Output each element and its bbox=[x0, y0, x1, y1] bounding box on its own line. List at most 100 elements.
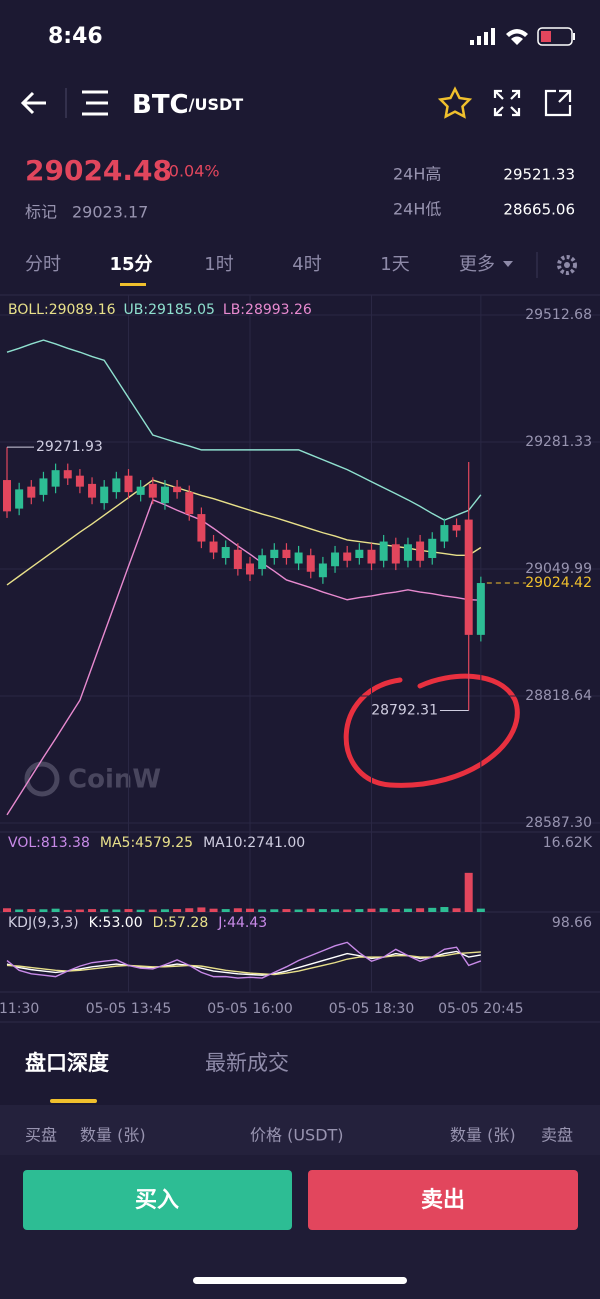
volume-bar bbox=[160, 909, 169, 912]
volume-bar bbox=[258, 909, 267, 912]
candle-body bbox=[173, 486, 182, 493]
legend-item: D: bbox=[153, 915, 169, 931]
share-button[interactable] bbox=[544, 89, 572, 117]
indicator-legend: KDJ(9,3,3) K:53.00 D:57.28 J:44.43 bbox=[8, 915, 267, 931]
candle-body bbox=[51, 470, 60, 487]
volume-bar bbox=[197, 907, 206, 912]
candle-body bbox=[112, 478, 121, 493]
candle-body bbox=[185, 492, 194, 515]
y-tick-label: 29281.33 bbox=[525, 434, 592, 450]
volume-bar bbox=[221, 909, 230, 912]
buy-label[interactable]: 买入 bbox=[135, 1188, 179, 1213]
quote: /USDT bbox=[189, 95, 244, 114]
candle-body bbox=[367, 549, 376, 564]
candle-body bbox=[221, 547, 230, 559]
watermark-text: CoinW bbox=[68, 765, 161, 795]
candle-body bbox=[136, 486, 145, 495]
legend-item: 29089.16 bbox=[49, 302, 116, 318]
candle-body bbox=[258, 555, 267, 569]
candle-body bbox=[331, 552, 340, 567]
sell-button[interactable] bbox=[308, 1170, 578, 1230]
base: BTC bbox=[132, 90, 189, 120]
volume-bar bbox=[63, 909, 72, 912]
volume-bar bbox=[246, 908, 254, 912]
interval-tab[interactable]: 1时 bbox=[204, 254, 233, 275]
candle-body bbox=[233, 549, 242, 569]
volume-bar bbox=[124, 909, 133, 912]
interval-tab[interactable]: 分时 bbox=[25, 254, 61, 275]
volume-bar bbox=[367, 908, 376, 912]
candle-body bbox=[27, 486, 36, 498]
interval-tab[interactable]: 15分 bbox=[109, 254, 152, 275]
candle-body bbox=[403, 544, 412, 561]
candle-body bbox=[391, 544, 400, 564]
candle-body bbox=[428, 538, 437, 559]
candle-body bbox=[39, 478, 48, 495]
volume-bar bbox=[306, 908, 315, 912]
depth-tab[interactable]: 最新成交 bbox=[205, 1051, 289, 1075]
back-button[interactable] bbox=[20, 91, 46, 115]
more-caret bbox=[503, 261, 513, 267]
legend-item: 813.38 bbox=[41, 835, 90, 851]
candle-body bbox=[3, 480, 11, 512]
volume-bar bbox=[318, 909, 327, 912]
candle-body bbox=[416, 541, 425, 561]
mark-price: 29023.17 bbox=[72, 203, 148, 222]
legend-item: 57.28 bbox=[168, 915, 208, 931]
low-label: 24H低 bbox=[393, 200, 441, 219]
x-tick-label: 05-05 16:00 bbox=[207, 1001, 292, 1017]
boll-middle bbox=[6, 479, 482, 586]
interval-tab[interactable]: 4时 bbox=[292, 254, 321, 275]
current-price-label: 29024.42 bbox=[525, 575, 592, 591]
interval-tab[interactable]: 1天 bbox=[380, 254, 409, 275]
candle-body bbox=[343, 552, 352, 561]
settings-button[interactable] bbox=[557, 255, 577, 275]
volume-bar bbox=[464, 872, 473, 912]
depth-column: 价格 (USDT) bbox=[250, 1126, 344, 1145]
x-tick-label: 11:30 bbox=[0, 1001, 39, 1017]
tab-underline bbox=[120, 283, 146, 286]
candle-body bbox=[124, 475, 133, 493]
price-change: -0.04% bbox=[163, 162, 220, 181]
volume-bar bbox=[391, 909, 400, 912]
home-indicator bbox=[193, 1277, 407, 1284]
legend-item: J: bbox=[217, 915, 227, 931]
volume-tick-label: 16.62K bbox=[543, 835, 593, 851]
depth-tab[interactable]: 盘口深度 bbox=[25, 1051, 109, 1075]
volume-bar bbox=[294, 909, 303, 912]
candle-body bbox=[355, 549, 364, 559]
kdj-k bbox=[6, 950, 481, 976]
candle-body bbox=[318, 563, 327, 578]
status-time: 8:46 bbox=[48, 24, 103, 49]
fullscreen-button[interactable] bbox=[493, 89, 521, 117]
status-icons bbox=[470, 27, 575, 46]
volume-bar bbox=[51, 908, 60, 912]
sell-label[interactable]: 卖出 bbox=[421, 1187, 465, 1213]
y-tick-label: 28818.64 bbox=[525, 688, 592, 704]
buy-button[interactable] bbox=[23, 1170, 292, 1230]
menu-button[interactable] bbox=[82, 90, 108, 116]
candle-body bbox=[100, 486, 109, 504]
x-tick-label: 05-05 20:45 bbox=[438, 1001, 523, 1017]
legend-item: 29185.05 bbox=[148, 302, 215, 318]
y-tick-label: 28587.30 bbox=[525, 815, 592, 831]
candle-body bbox=[88, 483, 97, 498]
volume-bar bbox=[403, 908, 412, 912]
volume-bar bbox=[185, 908, 194, 912]
volume-bar bbox=[3, 908, 11, 912]
volume-bar bbox=[27, 909, 36, 912]
candle-body bbox=[282, 549, 291, 559]
legend-item: LB: bbox=[223, 302, 245, 318]
header-icons[interactable] bbox=[20, 86, 572, 119]
kdj-tick-label: 98.66 bbox=[552, 915, 592, 931]
volume-bar bbox=[282, 909, 291, 912]
interval-tab[interactable]: 更多 bbox=[459, 254, 495, 275]
volume-bar bbox=[355, 909, 364, 912]
depth-tab-underline bbox=[50, 1099, 97, 1103]
candle-body bbox=[209, 541, 218, 553]
favorite-button[interactable] bbox=[437, 86, 473, 119]
volume-bar bbox=[270, 909, 279, 912]
legend-item: 28993.26 bbox=[245, 302, 312, 318]
legend-item: MA10: bbox=[203, 835, 247, 851]
